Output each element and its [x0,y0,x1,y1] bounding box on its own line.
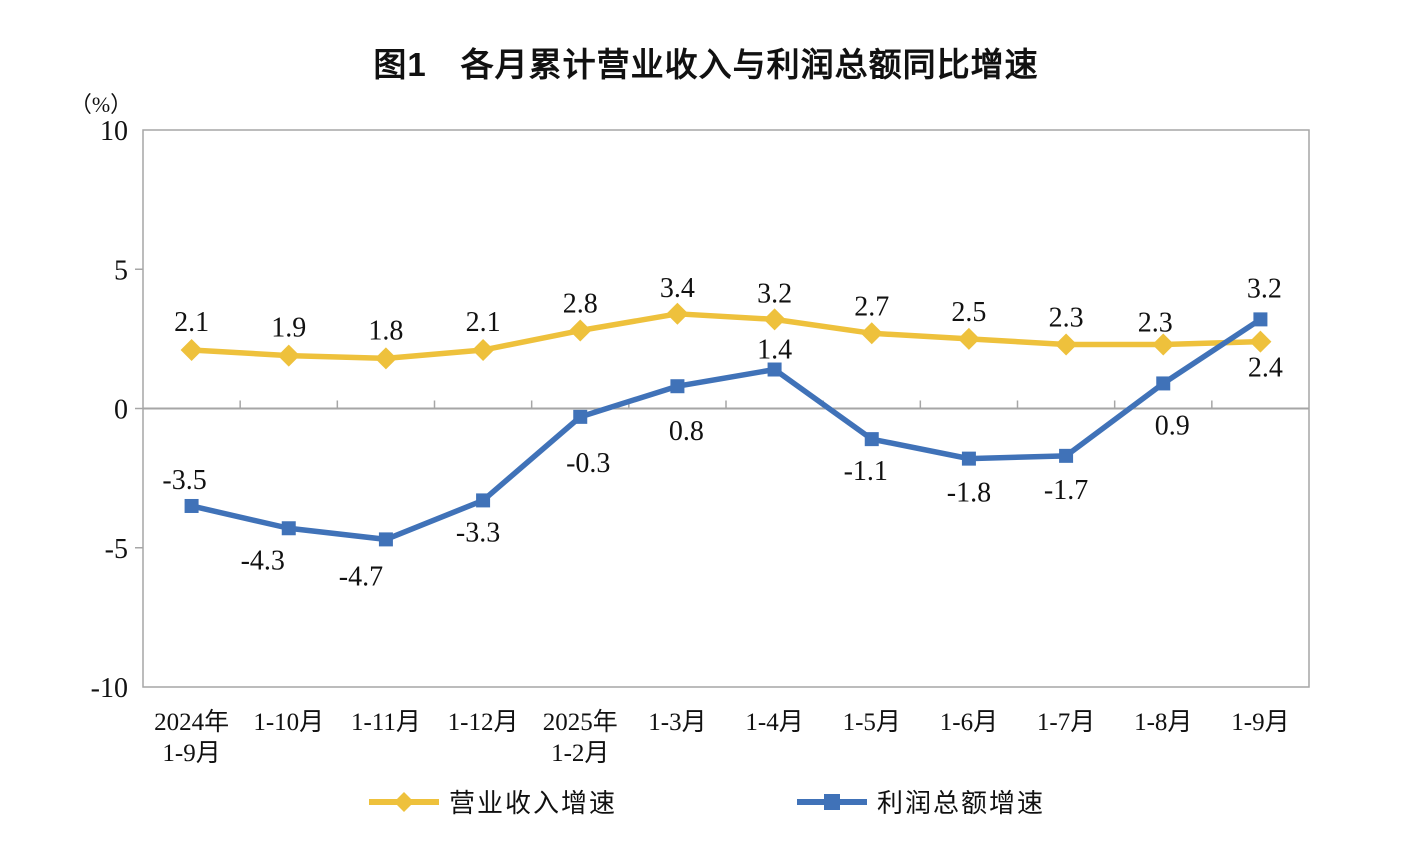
data-label: -3.5 [162,465,206,496]
data-point-marker [864,432,879,447]
legend: 营业收入增速 利润总额增速 [0,783,1412,820]
y-tick-label: 0 [114,395,128,426]
data-label: -3.3 [456,517,500,548]
data-label: -1.1 [844,456,888,487]
legend-label-revenue: 营业收入增速 [448,789,617,818]
data-point-marker [569,319,592,342]
data-point-marker [670,379,685,394]
y-tick-label: 10 [100,116,128,147]
x-tick-label: 1-9月 [1231,709,1289,736]
data-label: 0.9 [1155,410,1190,441]
data-label: -1.8 [947,478,991,509]
data-label: -4.7 [339,561,383,592]
data-point-marker [374,347,397,370]
data-point-marker [767,362,782,377]
x-tick-label: 1-4月 [745,709,803,736]
x-tick-label: 1-7月 [1037,709,1095,736]
data-label: 2.5 [951,297,986,328]
x-tick-label: 2025年 [543,708,618,736]
data-label: 1.4 [757,335,792,366]
data-point-marker [573,409,588,424]
data-point-marker [378,532,393,547]
data-label: 3.2 [1247,273,1282,304]
data-label: 2.7 [854,291,889,322]
legend-label-profit: 利润总额增速 [877,789,1046,818]
series-profit: -3.5 -4.3 -4.7 -3.3 -0.3 0.8 1.4 -1.1 -1.8 -1.7 0.… [162,273,1281,592]
x-tick-label: 1-3月 [648,709,706,736]
x-tick-label: 1-10月 [253,709,324,736]
x-tick-label: 1-12月 [448,709,519,736]
data-point-marker [277,344,300,367]
data-point-marker [763,308,786,331]
data-label: 0.8 [669,416,704,447]
data-label: 2.3 [1049,302,1084,333]
x-tick-label: 1-5月 [843,709,901,736]
data-point-marker [1055,333,1078,356]
data-label: 2.1 [466,307,501,338]
data-label: -0.3 [566,448,610,479]
data-point-marker [1249,330,1272,353]
data-point-marker [1059,448,1074,463]
data-point-marker [1152,333,1175,356]
series-line [191,311,1261,362]
data-point-marker [281,521,296,536]
data-label: 2.3 [1138,307,1173,338]
y-axis-unit-label: （%） [70,92,132,117]
data-point-marker [1253,312,1268,327]
revenue-series-swatch-icon [368,791,439,812]
x-tick-label: 2024年 [154,708,229,736]
data-point-marker [184,498,199,513]
chart-title: 图1 各月累计营业收入与利润总额同比增速 [373,46,1039,83]
data-point-marker [957,327,980,350]
data-point-marker [961,451,976,466]
data-label: 3.2 [757,278,792,309]
data-label: 2.8 [563,289,598,320]
data-label: 2.1 [174,307,209,338]
data-label: 1.8 [368,315,403,346]
data-label: -4.3 [241,545,285,576]
data-point-marker [666,302,689,325]
data-point-marker [476,493,491,508]
legend-item-revenue: 营业收入增速 [367,783,617,820]
data-label: -1.7 [1044,475,1088,506]
data-point-marker [472,339,495,362]
x-tick-label: 1-6月 [940,709,998,736]
x-tick-label: 1-8月 [1134,709,1192,736]
data-label: 3.4 [660,273,695,304]
profit-series-swatch-icon [797,793,867,810]
x-tick-label: 1-9月 [162,740,220,767]
y-tick-label: -5 [105,534,128,565]
plot-area: 10 5 0 -5 -10 （%） 2024年 1-9月 1-10月 1-11月 1-12月 2025… [70,92,1310,767]
data-point-marker [860,322,883,345]
x-tick-label: 1-11月 [351,709,421,736]
legend-item-profit: 利润总额增速 [795,783,1045,820]
y-tick-label: -10 [91,673,128,704]
series-line [190,317,1262,543]
y-tick-label: 5 [114,255,128,286]
data-point-marker [180,339,203,362]
data-label: 2.4 [1248,353,1283,384]
data-label: 1.9 [271,313,306,344]
data-point-marker [1156,376,1171,391]
series-revenue: 2.1 1.9 1.8 2.1 2.8 3.4 3.2 2.7 2.5 2.3 2.3 2.4 [174,273,1283,384]
x-tick-label: 1-2月 [551,740,609,767]
